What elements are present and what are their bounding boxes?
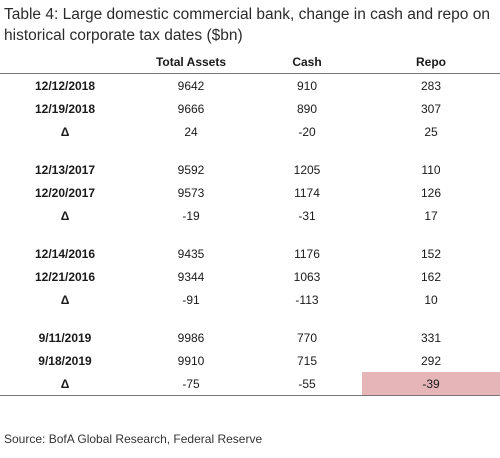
delta-symbol: Δ bbox=[60, 124, 70, 139]
row-repo: 162 bbox=[420, 269, 442, 284]
row-cash: -20 bbox=[298, 124, 316, 139]
row-cash: 890 bbox=[296, 101, 318, 116]
group-spacer bbox=[0, 143, 500, 158]
row-date: 12/12/2018 bbox=[34, 78, 96, 93]
row-total-assets: 24 bbox=[184, 124, 198, 139]
row-date: 9/11/2019 bbox=[38, 330, 92, 345]
row-cash: -31 bbox=[298, 208, 316, 223]
delta-row: Δ -75 -55 -39 bbox=[0, 372, 500, 396]
row-date: 9/18/2019 bbox=[38, 353, 92, 368]
delta-symbol: Δ bbox=[60, 292, 70, 307]
table-row: 12/21/2016 9344 1063 162 bbox=[0, 265, 500, 288]
row-repo: 110 bbox=[421, 162, 441, 177]
row-cash: 1174 bbox=[294, 185, 320, 200]
row-date: 12/21/2016 bbox=[34, 269, 96, 284]
row-cash: -113 bbox=[295, 292, 319, 307]
group-spacer bbox=[0, 311, 500, 326]
table-row: 9/11/2019 9986 770 331 bbox=[0, 326, 500, 349]
table-row: 12/20/2017 9573 1174 126 bbox=[0, 181, 500, 204]
row-cash: -55 bbox=[298, 376, 316, 391]
row-repo: 292 bbox=[420, 353, 442, 368]
row-cash: 1176 bbox=[294, 246, 320, 261]
header-total-assets: Total Assets bbox=[155, 54, 227, 69]
header-cash: Cash bbox=[292, 54, 322, 69]
table-row: 12/14/2016 9435 1176 152 bbox=[0, 242, 500, 265]
table-title: Table 4: Large domestic commercial bank,… bbox=[4, 6, 490, 44]
row-repo: 307 bbox=[420, 101, 442, 116]
header-repo: Repo bbox=[416, 54, 446, 69]
row-cash: 910 bbox=[296, 78, 318, 93]
row-total-assets: 9910 bbox=[177, 353, 205, 368]
row-total-assets: 9435 bbox=[177, 246, 205, 261]
row-total-assets: 9592 bbox=[177, 162, 205, 177]
row-date: 12/13/2017 bbox=[34, 162, 96, 177]
delta-row: Δ 24 -20 25 bbox=[0, 120, 500, 143]
row-total-assets: 9344 bbox=[177, 269, 205, 284]
row-date: 12/20/2017 bbox=[34, 185, 96, 200]
row-total-assets: -91 bbox=[182, 292, 200, 307]
row-repo: 283 bbox=[420, 78, 442, 93]
header-row: Total Assets Cash Repo bbox=[0, 50, 500, 74]
row-total-assets: -75 bbox=[182, 376, 200, 391]
source-note: Source: BofA Global Research, Federal Re… bbox=[4, 432, 263, 446]
tax-date-table: Total Assets Cash Repo 12/12/2018 9642 9… bbox=[0, 50, 500, 396]
row-total-assets: 9666 bbox=[177, 101, 205, 116]
highlighted-repo-cell: -39 bbox=[362, 372, 500, 396]
row-repo: 10 bbox=[424, 292, 438, 307]
delta-symbol: Δ bbox=[60, 376, 70, 391]
table-row: 12/19/2018 9666 890 307 bbox=[0, 97, 500, 120]
row-repo: 17 bbox=[424, 208, 438, 223]
row-repo: 331 bbox=[420, 330, 442, 345]
table-row: 9/18/2019 9910 715 292 bbox=[0, 349, 500, 372]
row-cash: 1063 bbox=[293, 269, 321, 284]
delta-row: Δ -19 -31 17 bbox=[0, 204, 500, 227]
row-repo: 152 bbox=[420, 246, 442, 261]
row-cash: 715 bbox=[296, 353, 318, 368]
row-repo: 25 bbox=[424, 124, 438, 139]
table-row: 12/12/2018 9642 910 283 bbox=[0, 74, 500, 98]
group-spacer bbox=[0, 227, 500, 242]
row-total-assets: -19 bbox=[182, 208, 200, 223]
row-cash: 1205 bbox=[293, 162, 321, 177]
row-total-assets: 9642 bbox=[177, 78, 205, 93]
row-total-assets: 9986 bbox=[177, 330, 205, 345]
table-row: 12/13/2017 9592 1205 110 bbox=[0, 158, 500, 181]
delta-symbol: Δ bbox=[60, 208, 70, 223]
row-cash: 770 bbox=[296, 330, 318, 345]
row-total-assets: 9573 bbox=[177, 185, 205, 200]
table-body: 12/12/2018 9642 910 283 12/19/2018 9666 … bbox=[0, 74, 500, 396]
row-repo: 126 bbox=[420, 185, 442, 200]
row-date: 12/14/2016 bbox=[34, 246, 96, 261]
delta-row: Δ -91 -113 10 bbox=[0, 288, 500, 311]
row-date: 12/19/2018 bbox=[34, 101, 96, 116]
header-date bbox=[0, 50, 130, 74]
